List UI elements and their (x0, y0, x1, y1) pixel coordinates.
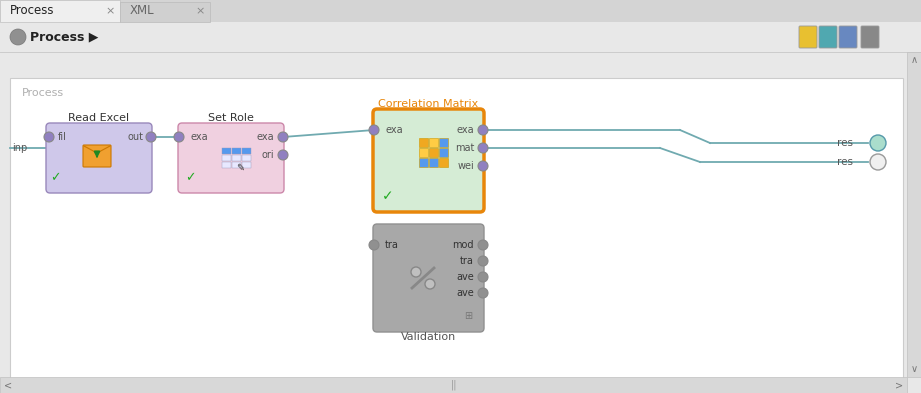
FancyBboxPatch shape (799, 26, 817, 48)
FancyBboxPatch shape (429, 148, 438, 157)
FancyBboxPatch shape (10, 78, 903, 378)
Text: res: res (837, 138, 853, 148)
Text: ∨: ∨ (911, 364, 917, 374)
Text: ✓: ✓ (50, 171, 60, 184)
Text: ave: ave (456, 272, 474, 282)
Text: Set Role: Set Role (208, 113, 254, 123)
Text: res: res (837, 157, 853, 167)
Circle shape (146, 132, 156, 142)
FancyBboxPatch shape (0, 22, 921, 52)
FancyBboxPatch shape (373, 109, 484, 212)
Circle shape (278, 150, 288, 160)
Circle shape (478, 288, 488, 298)
Text: tra: tra (460, 256, 474, 266)
Circle shape (425, 279, 435, 289)
Text: ave: ave (456, 288, 474, 298)
Text: tra: tra (385, 240, 399, 250)
FancyBboxPatch shape (46, 123, 152, 193)
Circle shape (10, 29, 26, 45)
FancyBboxPatch shape (839, 26, 857, 48)
Text: inp: inp (12, 143, 28, 153)
FancyBboxPatch shape (429, 158, 438, 167)
FancyBboxPatch shape (419, 148, 428, 157)
FancyBboxPatch shape (439, 148, 448, 157)
FancyBboxPatch shape (232, 148, 241, 154)
FancyBboxPatch shape (0, 0, 921, 22)
Text: XML: XML (130, 4, 155, 18)
FancyBboxPatch shape (439, 138, 448, 147)
Text: exa: exa (256, 132, 274, 142)
FancyBboxPatch shape (0, 0, 120, 22)
Text: Process: Process (22, 88, 64, 98)
FancyBboxPatch shape (429, 138, 438, 147)
Text: ∧: ∧ (911, 55, 917, 65)
Circle shape (478, 161, 488, 171)
FancyBboxPatch shape (222, 155, 231, 161)
Text: ✓: ✓ (382, 189, 394, 203)
Circle shape (870, 135, 886, 151)
Circle shape (478, 143, 488, 153)
Text: Validation: Validation (401, 332, 456, 342)
Text: Read Excel: Read Excel (68, 113, 130, 123)
FancyBboxPatch shape (861, 26, 879, 48)
FancyBboxPatch shape (439, 158, 448, 167)
FancyBboxPatch shape (373, 224, 484, 332)
FancyBboxPatch shape (242, 148, 251, 154)
Circle shape (369, 125, 379, 135)
Text: exa: exa (457, 125, 474, 135)
Circle shape (478, 240, 488, 250)
FancyBboxPatch shape (232, 155, 241, 161)
FancyBboxPatch shape (907, 52, 921, 377)
Text: <: < (4, 380, 12, 390)
Circle shape (478, 256, 488, 266)
Text: out: out (127, 132, 143, 142)
Text: Process: Process (10, 4, 54, 18)
Circle shape (478, 125, 488, 135)
Text: ori: ori (262, 150, 274, 160)
Text: Correlation Matrix: Correlation Matrix (379, 99, 479, 109)
Circle shape (369, 240, 379, 250)
Circle shape (411, 267, 421, 277)
Text: >: > (895, 380, 904, 390)
Text: ⊞: ⊞ (464, 311, 472, 321)
FancyBboxPatch shape (178, 123, 284, 193)
FancyBboxPatch shape (83, 145, 111, 167)
FancyBboxPatch shape (232, 162, 241, 168)
FancyBboxPatch shape (242, 155, 251, 161)
Circle shape (44, 132, 54, 142)
Text: mat: mat (455, 143, 474, 153)
Circle shape (174, 132, 184, 142)
FancyBboxPatch shape (419, 138, 428, 147)
Circle shape (870, 154, 886, 170)
Text: ||: || (450, 380, 457, 390)
Text: exa: exa (190, 132, 207, 142)
Text: ✓: ✓ (185, 171, 195, 184)
FancyBboxPatch shape (242, 162, 251, 168)
FancyBboxPatch shape (222, 162, 231, 168)
Text: exa: exa (385, 125, 402, 135)
Circle shape (478, 272, 488, 282)
Circle shape (278, 132, 288, 142)
Text: fil: fil (58, 132, 67, 142)
FancyBboxPatch shape (419, 158, 428, 167)
Text: Process ▶: Process ▶ (30, 31, 99, 44)
Text: mod: mod (452, 240, 474, 250)
FancyBboxPatch shape (0, 377, 907, 393)
FancyBboxPatch shape (222, 148, 231, 154)
Text: ×: × (195, 6, 204, 16)
Text: wei: wei (457, 161, 474, 171)
Text: ✎: ✎ (236, 163, 244, 173)
Text: ×: × (105, 6, 115, 16)
FancyBboxPatch shape (819, 26, 837, 48)
FancyBboxPatch shape (120, 2, 210, 22)
